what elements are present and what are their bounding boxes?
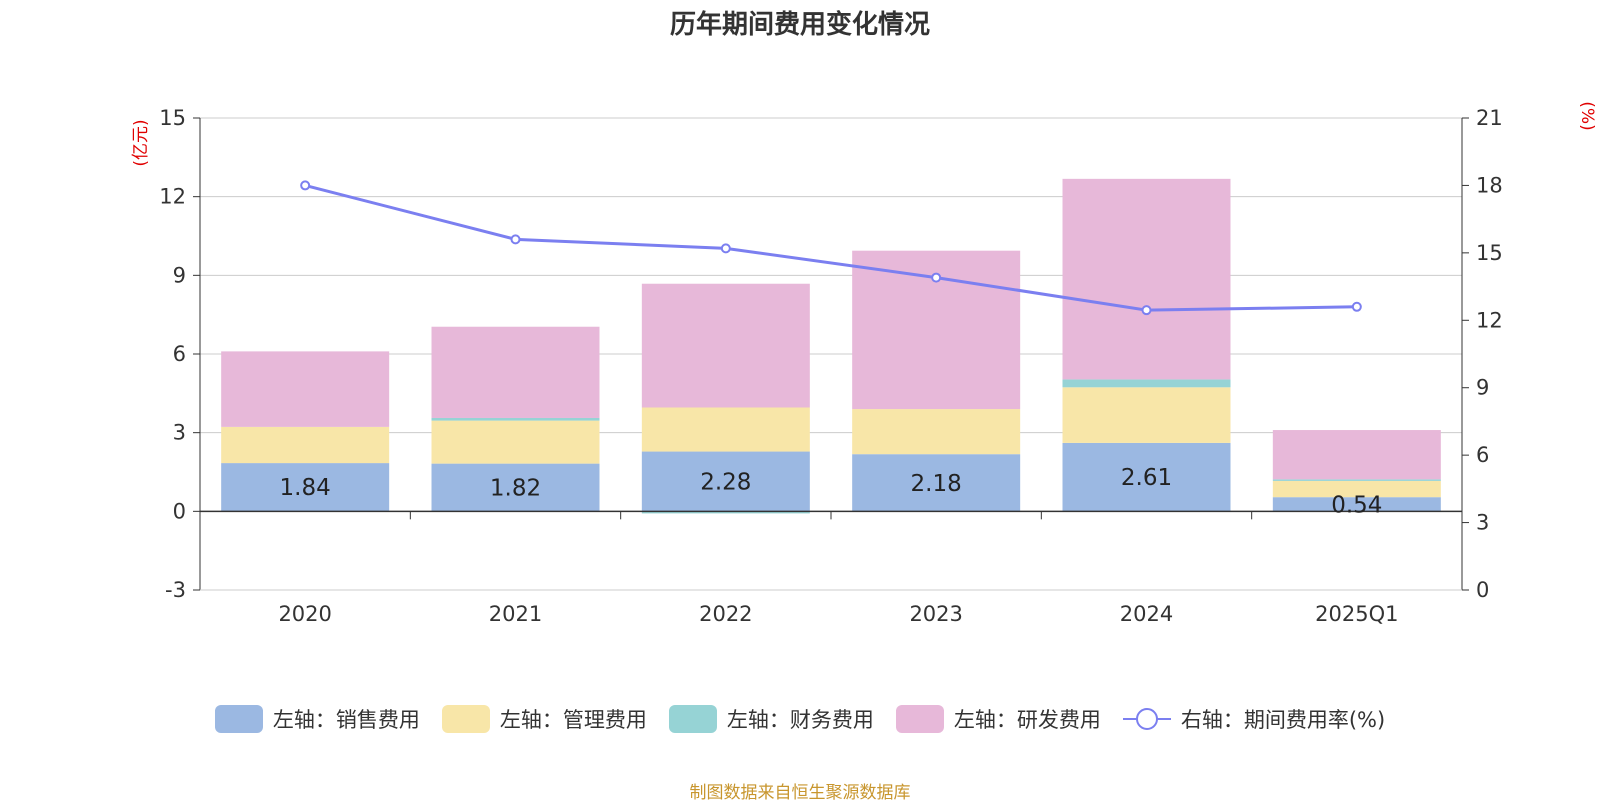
legend-label-rnd: 左轴：研发费用 (953, 708, 1101, 732)
bar-segment-0-2021[interactable] (431, 463, 600, 512)
chart-title: 历年期间费用变化情况 (669, 10, 930, 40)
right-tick-label: 6 (1476, 443, 1489, 467)
left-tick-label: 15 (159, 106, 186, 130)
rate-point[interactable] (1351, 301, 1362, 312)
bar-segment-2-2024[interactable] (1062, 379, 1231, 388)
legend-label-finance: 左轴：财务费用 (726, 708, 874, 732)
legend-item-sales[interactable]: 左轴：销售费用 (214, 704, 420, 734)
bar-segment-1-2023[interactable] (852, 409, 1021, 455)
bar-segment-0-2020[interactable] (221, 463, 390, 512)
bar-segment-0-2023[interactable] (852, 454, 1021, 512)
bar-segment-1-2024[interactable] (1062, 387, 1231, 443)
bar-segment-3-2025Q1[interactable] (1272, 430, 1441, 480)
rate-point[interactable] (510, 234, 521, 245)
bar-segment-0-2024[interactable] (1062, 442, 1231, 512)
legend-label-rate: 右轴：期间费用率(%) (1180, 708, 1386, 732)
category-label: 2021 (489, 602, 542, 626)
bar-segment-3-2022[interactable] (641, 283, 810, 408)
category-label: 2023 (909, 602, 962, 626)
axes: -3 0 3 6 9 12 15 0 3 6 9 12 15 18 21 2020 2021 2022 2023 20… (159, 106, 1502, 626)
legend-swatch-rate (1122, 705, 1171, 733)
data-label: 1.82 (490, 475, 541, 501)
bar-segment-2-2021[interactable] (431, 417, 600, 421)
legend-item-admin[interactable]: 左轴：管理费用 (441, 704, 647, 734)
data-label: 2.18 (911, 471, 962, 497)
data-label: 2.61 (1121, 465, 1172, 491)
legend-item-rnd[interactable]: 左轴：研发费用 (895, 704, 1101, 734)
bar-stacks (221, 178, 1441, 514)
bar-segment-3-2021[interactable] (431, 326, 600, 418)
right-tick-label: 15 (1476, 241, 1503, 265)
rate-point[interactable] (300, 180, 311, 191)
bar-segment-1-2020[interactable] (221, 426, 390, 464)
left-tick-label: 12 (159, 185, 186, 209)
bar-segment-1-2021[interactable] (431, 420, 600, 464)
category-label: 2025Q1 (1315, 602, 1398, 626)
left-tick-label: -3 (165, 578, 186, 602)
category-label: 2024 (1120, 602, 1173, 626)
right-tick-label: 18 (1476, 173, 1503, 197)
bar-segment-1-2022[interactable] (641, 407, 810, 452)
data-label: 0.54 (1331, 492, 1382, 518)
right-tick-label: 0 (1476, 578, 1489, 602)
left-tick-label: 6 (173, 342, 186, 366)
category-label: 2022 (699, 602, 752, 626)
legend-item-rate[interactable]: 右轴：期间费用率(%) (1122, 704, 1386, 734)
left-tick-label: 0 (173, 499, 186, 523)
rate-line (300, 180, 1362, 316)
rate-point[interactable] (1141, 305, 1152, 316)
legend-swatch-rnd (895, 705, 944, 733)
rate-line-path (304, 183, 1357, 312)
data-labels: 1.84 1.82 2.28 2.18 2.61 0.54 (280, 465, 1383, 518)
legend-swatch-admin (441, 705, 490, 733)
rate-point[interactable] (720, 243, 731, 254)
legend-label-sales: 左轴：销售费用 (272, 708, 420, 732)
right-tick-label: 12 (1476, 308, 1503, 332)
data-label: 2.28 (700, 469, 751, 495)
category-label: 2020 (278, 602, 331, 626)
source-note: 制图数据来自恒生聚源数据库 (689, 783, 911, 803)
right-axis-unit: (%) (1577, 101, 1597, 130)
bar-segment-0-2025Q1[interactable] (1272, 497, 1441, 512)
left-tick-label: 9 (173, 263, 186, 287)
legend: 左轴：销售费用 左轴：管理费用 左轴：财务费用 左轴：研发费用 右轴：期间费用率… (0, 704, 1600, 734)
rate-point[interactable] (931, 272, 942, 283)
legend-item-finance[interactable]: 左轴：财务费用 (668, 704, 874, 734)
left-tick-label: 3 (173, 421, 186, 445)
left-axis-unit: (亿元) (131, 119, 151, 166)
legend-swatch-sales (214, 705, 263, 733)
bar-segment-0-2022[interactable] (641, 451, 810, 512)
bar-segment-2-2025Q1[interactable] (1272, 479, 1441, 481)
bar-segment-1-2025Q1[interactable] (1272, 480, 1441, 498)
data-label: 1.84 (280, 475, 331, 501)
legend-label-admin: 左轴：管理费用 (499, 708, 647, 732)
bar-segment-2-2022[interactable] (641, 511, 810, 514)
right-tick-label: 9 (1476, 376, 1489, 400)
bar-segment-3-2020[interactable] (221, 351, 390, 427)
legend-swatch-finance (668, 705, 717, 733)
bar-segment-3-2024[interactable] (1062, 178, 1231, 380)
right-tick-label: 21 (1476, 106, 1503, 130)
right-tick-label: 3 (1476, 511, 1489, 535)
